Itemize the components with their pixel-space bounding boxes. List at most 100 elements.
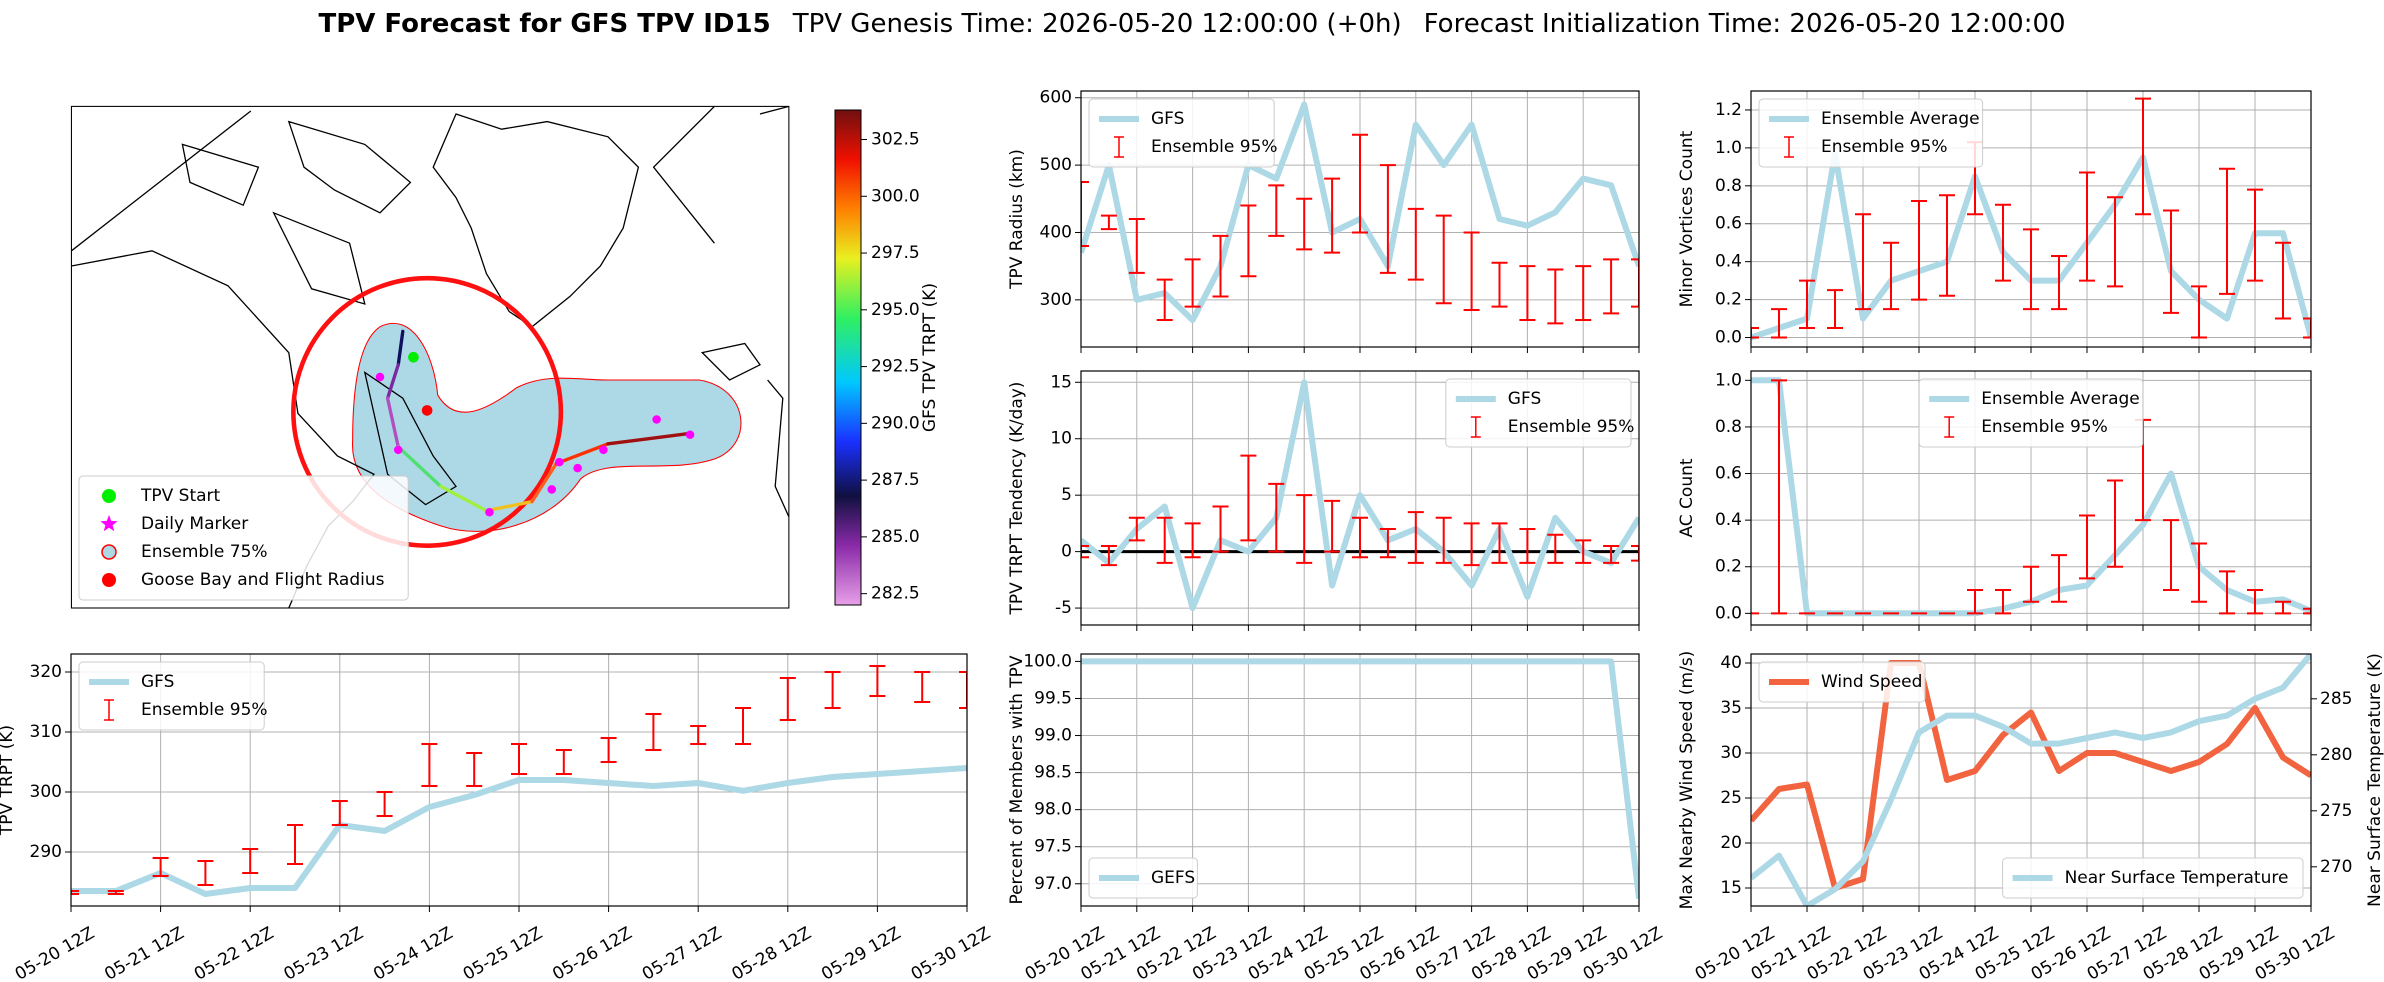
error-bar [1379,164,1396,274]
y2-axis-label: Near Surface Temperature (K) [2365,653,2384,907]
error-bar [2247,188,2263,282]
legend-box [1758,98,1984,168]
y-tick-label: 0.8 [1715,417,1742,437]
legend-label: Ensemble Average [1821,109,1980,129]
x-tick-label: 05-23 12Z [281,923,367,982]
y-tick-label: 300 [1040,290,1072,310]
error-bar [1184,258,1201,308]
legend-swatch [101,544,117,560]
error-bar [1547,533,1564,564]
y-tick-label: 100.0 [1023,651,1072,671]
map-frame [70,105,790,609]
y-tick-label: 20 [1720,833,1742,853]
error-bar [1995,589,2011,615]
error-bar [645,713,662,751]
error-bar [2023,228,2039,311]
error-bar [2219,570,2235,615]
map-content [71,106,788,608]
clip-group [1081,101,1639,325]
title-genesis: TPV Genesis Time: 2026-05-20 12:00:00 (+… [792,9,1402,39]
y-tick-label: 99.0 [1034,726,1072,746]
border [71,111,250,251]
error-bar [2051,554,2067,603]
error-bar [2107,196,2123,288]
error-bar [1240,204,1257,278]
clip-group [1751,654,2311,906]
legend-box [1088,857,1198,899]
x-tick-label: 05-27 12Z [639,923,725,982]
y-tick-label: 98.0 [1034,800,1072,820]
y-tick-label: 40 [1720,653,1742,673]
legend-swatch [1470,416,1481,438]
y-tick-label: 500 [1040,155,1072,175]
y-tick-label: 15 [1050,372,1072,392]
x-tick-label: 05-26 12Z [549,923,635,982]
error-bar [1407,511,1424,564]
legend-swatch [1114,136,1124,158]
y-tick-label: 15 [1720,878,1742,898]
error-bar [1827,289,1843,330]
error-bar [2275,241,2291,320]
error-bar [1995,203,2011,282]
colorbar-tick-label: 292.5 [871,357,920,377]
clip-group [1081,658,1639,899]
y-axis-label: Minor Vortices Count [1677,130,1697,307]
legend-label: Daily Marker [141,514,248,534]
y-axis-label: Max Nearby Wind Speed (m/s) [1677,651,1697,910]
y2-tick-label: 280 [2320,745,2352,765]
error-bar [1240,454,1257,542]
error-bar [1575,265,1592,322]
error-bar [1324,177,1341,254]
y-tick-label: 400 [1040,222,1072,242]
y-tick-label: 0.6 [1715,214,1742,234]
y-tick-label: 600 [1040,88,1072,108]
error-bar [600,737,617,763]
error-bar [1156,516,1173,564]
error-bar [1379,528,1396,559]
plot-frame [1080,370,1640,626]
error-bar [331,800,348,826]
colorbar-tick-label: 300.0 [871,186,920,206]
error-bar [1081,180,1089,247]
error-bar [1212,234,1229,298]
colorbar-tick-label: 290.0 [871,413,920,433]
error-bar [824,671,841,709]
error-bar [1631,544,1639,562]
legend-label: Near Surface Temperature [2065,868,2289,888]
y-tick-label: 97.5 [1034,837,1072,857]
error-bar [555,749,572,775]
error-bar [1324,499,1341,553]
error-bar [152,857,169,877]
y-tick-label: 0.2 [1715,290,1742,310]
error-bar [1547,268,1564,325]
error-bar [1491,522,1508,564]
x-tick-label: 05-21 12Z [101,923,187,982]
legend-label: Ensemble Average [1981,389,2140,409]
error-bar [2219,167,2235,295]
y-tick-label: 99.5 [1034,688,1072,708]
error-bar [1519,265,1536,322]
error-bar [376,791,393,817]
error-bar [1128,516,1145,542]
flight-radius [291,275,564,548]
plot-frame [70,653,968,907]
legend-label: Ensemble 95% [1508,417,1635,437]
error-bar [2303,607,2311,615]
error-bar [735,707,751,745]
error-bar [2051,254,2067,311]
legend-label: GFS [1151,109,1184,129]
y-tick-label: 0.6 [1715,464,1742,484]
error-bar [1751,327,1759,339]
y-tick-label: 0.4 [1715,252,1742,272]
border [654,106,715,243]
error-bar [1407,207,1424,281]
y-tick-label: 5 [1061,485,1072,505]
y-axis-label: TPV TRPT Tendency (K/day) [1007,382,1027,616]
error-bar [2191,285,2207,339]
colorbar [834,109,862,606]
error-bar [107,890,124,895]
error-bar [1939,194,1955,297]
clip-group [1081,379,1639,612]
error-bar [1967,589,1983,615]
figure-title: TPV Forecast for GFS TPV ID15 TPV Genesis… [318,9,2065,39]
